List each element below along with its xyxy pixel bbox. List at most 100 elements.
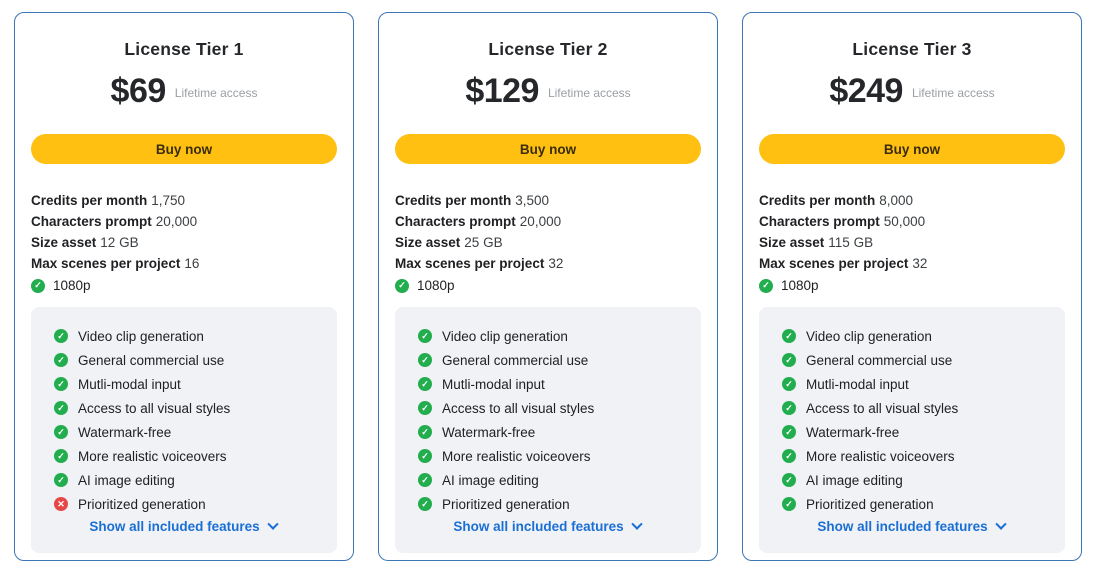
feature-item: Watermark-free: [407, 420, 687, 444]
spec-label: Size asset: [395, 235, 461, 250]
feature-item: Prioritized generation: [43, 492, 323, 516]
resolution-row: 1080p: [395, 278, 701, 293]
feature-item: AI image editing: [407, 468, 687, 492]
feature-item: Prioritized generation: [771, 492, 1051, 516]
spec-label: Credits per month: [759, 193, 876, 208]
feature-item: General commercial use: [43, 348, 323, 372]
check-icon: [54, 401, 68, 415]
features-box: Video clip generation General commercial…: [31, 307, 337, 553]
check-icon: [418, 329, 432, 343]
feature-label: Video clip generation: [442, 328, 568, 344]
check-icon: [418, 425, 432, 439]
check-icon: [54, 329, 68, 343]
feature-label: Prioritized generation: [78, 496, 206, 512]
buy-now-button[interactable]: Buy now: [395, 134, 701, 164]
feature-label: General commercial use: [78, 352, 225, 368]
spec-row: Max scenes per project 16: [31, 253, 337, 274]
show-all-features-link[interactable]: Show all included features: [771, 518, 1051, 534]
feature-label: General commercial use: [442, 352, 589, 368]
card-title: License Tier 1: [124, 39, 244, 59]
buy-now-button[interactable]: Buy now: [759, 134, 1065, 164]
check-icon: [782, 449, 796, 463]
spec-value: 20,000: [155, 214, 198, 229]
feature-label: AI image editing: [442, 472, 539, 488]
spec-value: 3,500: [515, 193, 550, 208]
spec-row: Size asset 25 GB: [395, 232, 701, 253]
spec-label: Characters prompt: [759, 214, 880, 229]
check-icon: [782, 401, 796, 415]
check-icon: [418, 401, 432, 415]
feature-item: Watermark-free: [43, 420, 323, 444]
check-icon: [418, 449, 432, 463]
price: $69: [110, 71, 167, 110]
price-note: Lifetime access: [547, 86, 631, 100]
resolution-label: 1080p: [781, 278, 819, 293]
check-icon: [54, 473, 68, 487]
feature-item: AI image editing: [43, 468, 323, 492]
feature-item: Mutli-modal input: [43, 372, 323, 396]
check-icon: [782, 329, 796, 343]
check-icon: [395, 278, 409, 293]
feature-item: Video clip generation: [407, 324, 687, 348]
feature-label: Mutli-modal input: [806, 376, 909, 392]
feature-item: Video clip generation: [771, 324, 1051, 348]
cross-icon: [54, 497, 68, 511]
resolution-label: 1080p: [53, 278, 91, 293]
spec-value: 1,750: [151, 193, 186, 208]
feature-label: AI image editing: [78, 472, 175, 488]
show-all-features-link[interactable]: Show all included features: [407, 518, 687, 534]
feature-label: Mutli-modal input: [78, 376, 181, 392]
feature-item: Mutli-modal input: [407, 372, 687, 396]
feature-item: More realistic voiceovers: [771, 444, 1051, 468]
spec-label: Max scenes per project: [31, 256, 181, 271]
check-icon: [54, 449, 68, 463]
spec-label: Max scenes per project: [759, 256, 909, 271]
feature-label: Mutli-modal input: [442, 376, 545, 392]
features-box: Video clip generation General commercial…: [759, 307, 1065, 553]
spec-row: Credits per month 3,500: [395, 190, 701, 211]
feature-item: Access to all visual styles: [407, 396, 687, 420]
buy-now-button[interactable]: Buy now: [31, 134, 337, 164]
feature-item: Watermark-free: [771, 420, 1051, 444]
show-all-label: Show all included features: [89, 519, 260, 534]
feature-label: Watermark-free: [78, 424, 172, 440]
spec-label: Credits per month: [31, 193, 148, 208]
show-all-features-link[interactable]: Show all included features: [43, 518, 323, 534]
feature-label: Watermark-free: [806, 424, 900, 440]
check-icon: [54, 353, 68, 367]
card-title: License Tier 3: [852, 39, 972, 59]
check-icon: [782, 425, 796, 439]
spec-value: 16: [184, 256, 200, 271]
check-icon: [418, 473, 432, 487]
feature-label: More realistic voiceovers: [78, 448, 227, 464]
check-icon: [54, 425, 68, 439]
check-icon: [782, 353, 796, 367]
spec-value: 8,000: [879, 193, 914, 208]
spec-value: 12 GB: [100, 235, 139, 250]
pricing-card-tier-3: License Tier 3 $249 Lifetime access Buy …: [742, 12, 1082, 561]
feature-label: Video clip generation: [806, 328, 932, 344]
spec-row: Credits per month 1,750: [31, 190, 337, 211]
resolution-row: 1080p: [759, 278, 1065, 293]
feature-item: More realistic voiceovers: [43, 444, 323, 468]
pricing-card-tier-2: License Tier 2 $129 Lifetime access Buy …: [378, 12, 718, 561]
spec-value: 50,000: [883, 214, 926, 229]
specs-list: Credits per month 8,000 Characters prompt…: [759, 190, 1065, 293]
check-icon: [31, 278, 45, 293]
feature-item: Video clip generation: [43, 324, 323, 348]
feature-item: Access to all visual styles: [771, 396, 1051, 420]
price-note: Lifetime access: [174, 86, 258, 100]
resolution-label: 1080p: [417, 278, 455, 293]
spec-row: Size asset 115 GB: [759, 232, 1065, 253]
spec-row: Size asset 12 GB: [31, 232, 337, 253]
feature-label: More realistic voiceovers: [806, 448, 955, 464]
feature-item: General commercial use: [407, 348, 687, 372]
show-all-label: Show all included features: [453, 519, 624, 534]
check-icon: [418, 353, 432, 367]
price-note: Lifetime access: [911, 86, 995, 100]
card-title: License Tier 2: [488, 39, 608, 59]
spec-label: Characters prompt: [395, 214, 516, 229]
feature-label: Access to all visual styles: [806, 400, 959, 416]
check-icon: [782, 473, 796, 487]
price: $129: [465, 71, 539, 110]
